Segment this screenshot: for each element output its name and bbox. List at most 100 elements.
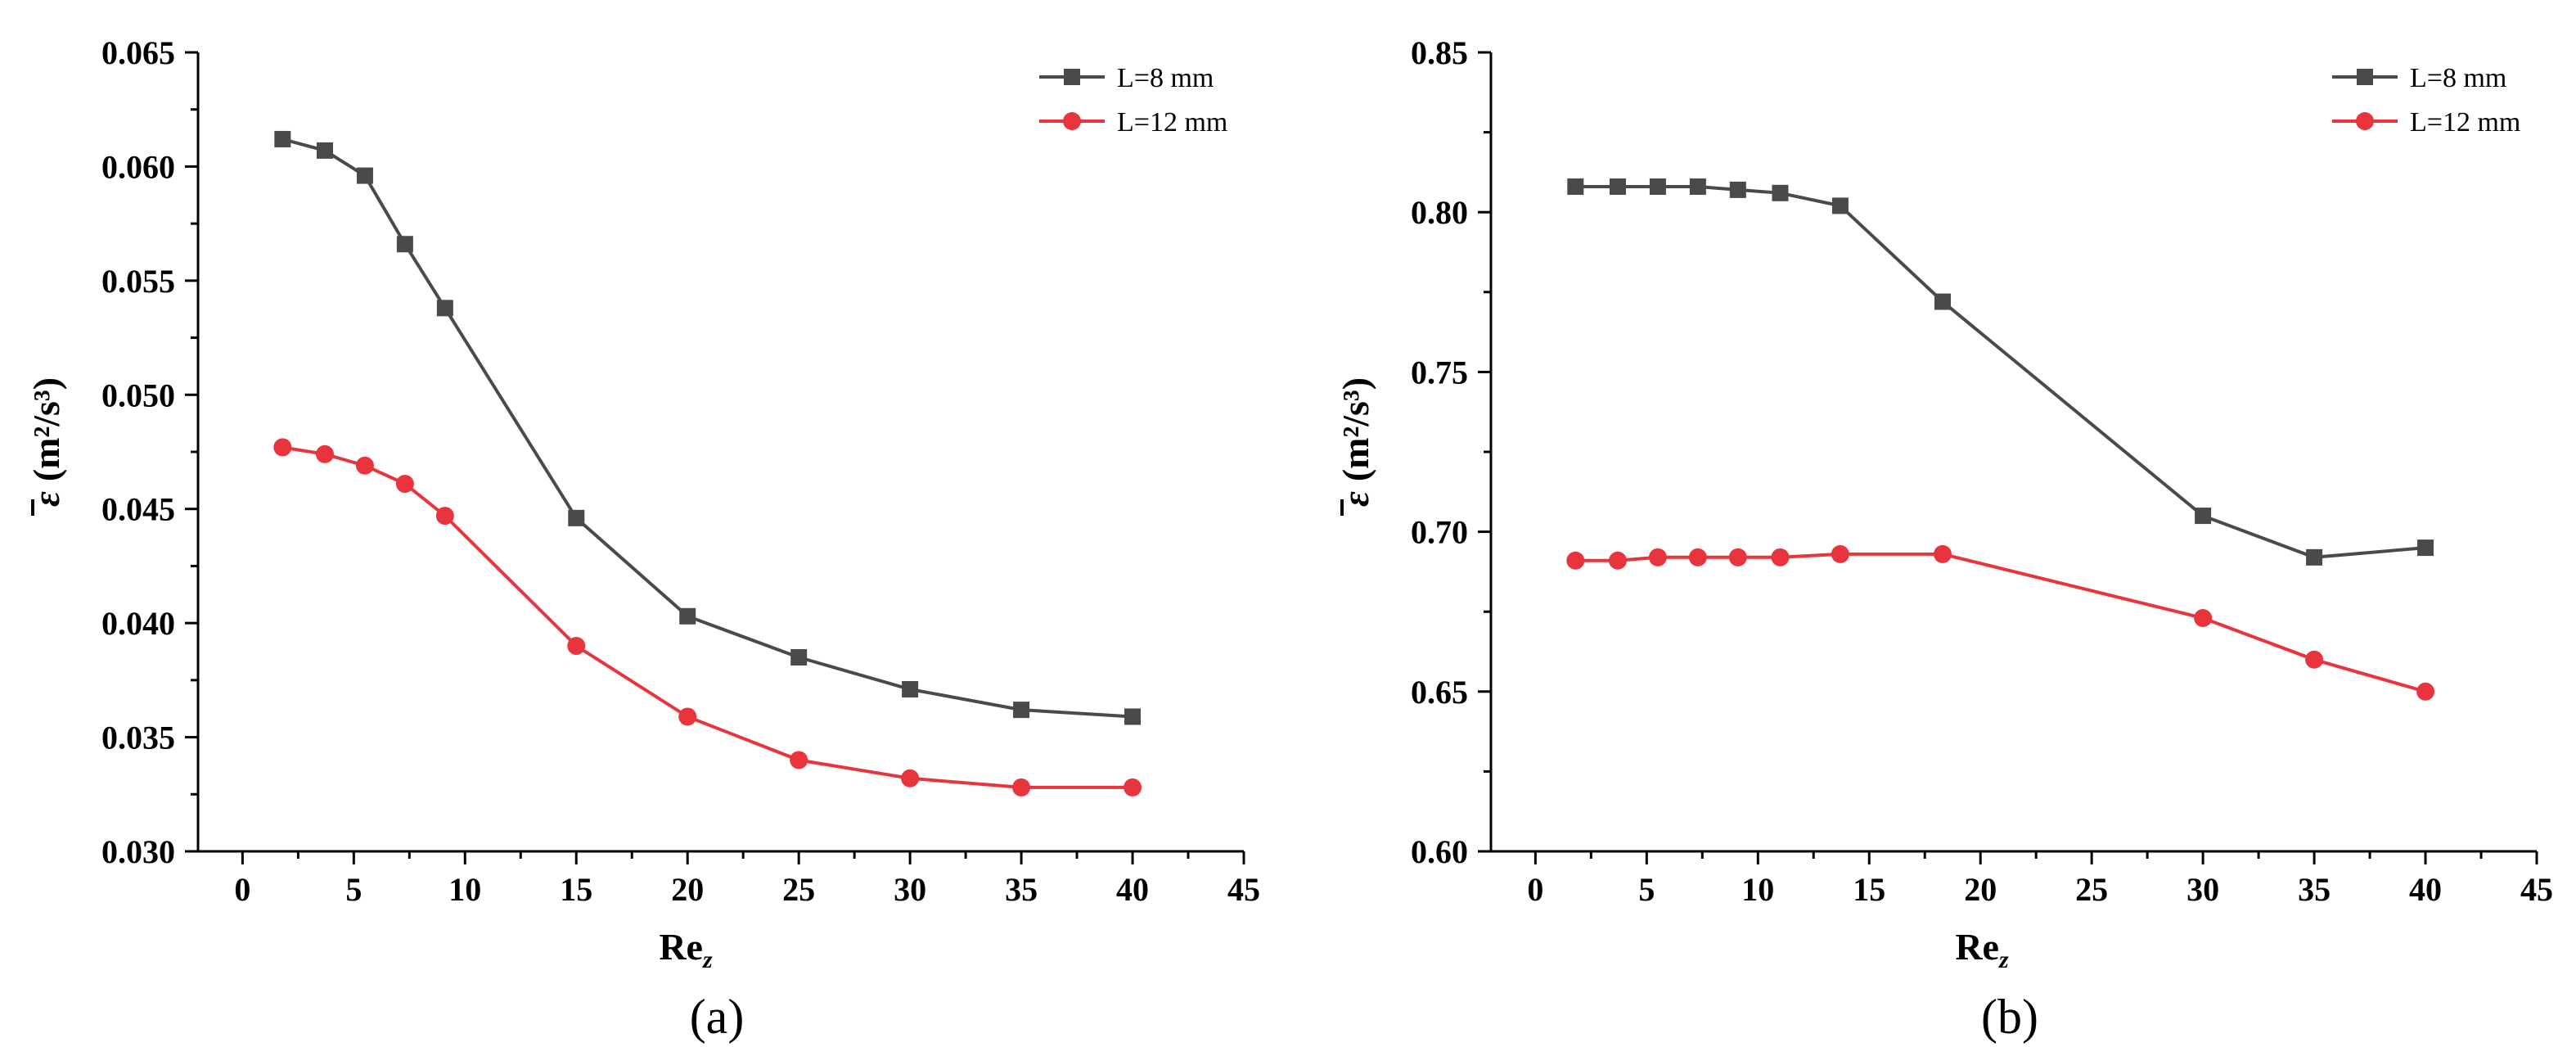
data-point-l8-b — [1934, 293, 1951, 310]
data-point-l8-a — [790, 648, 808, 666]
y-tick-label-b: 0.80 — [1411, 194, 1468, 231]
data-point-l8-b — [1649, 178, 1666, 195]
y-tick-label-a: 0.050 — [101, 377, 175, 413]
data-point-l12-b — [1933, 544, 1952, 563]
x-tick-label-a: 25 — [782, 871, 815, 908]
y-tick-label-b: 0.60 — [1411, 833, 1468, 870]
y-tick-label-a: 0.060 — [101, 148, 175, 185]
data-point-l12-b — [2305, 650, 2324, 669]
data-point-l12-b — [1771, 548, 1790, 566]
data-point-l12-a — [355, 456, 374, 475]
data-point-l8-b — [1831, 197, 1849, 214]
data-point-l12-b — [1688, 548, 1707, 566]
data-point-l8-b — [1609, 178, 1626, 195]
series-line-l12-a — [281, 445, 1133, 789]
data-point-l12-a — [678, 707, 697, 726]
data-point-l8-b — [1729, 181, 1746, 198]
data-point-l12-a — [1012, 778, 1031, 797]
series-line-l8-a — [281, 138, 1133, 719]
x-tick-label-a: 35 — [1005, 871, 1038, 908]
y-axis-label-b: ε(m²/s³) — [1335, 377, 1376, 507]
series-line-l12-b — [1575, 552, 2426, 693]
data-point-l8-a — [316, 142, 333, 159]
data-point-l12-a — [273, 438, 292, 457]
x-tick-label-b: 40 — [2409, 871, 2442, 908]
data-point-l12-a — [435, 507, 454, 526]
x-tick-label-b: 10 — [1741, 871, 1774, 908]
data-point-l8-a — [1124, 708, 1142, 725]
x-tick-label-a: 45 — [1227, 871, 1260, 908]
data-point-l12-b — [1566, 551, 1585, 570]
chart-panel-a: 0 5 10 15 20 25 30 35 40 45 0.030 0.035 0.040 0.045 0.… — [25, 34, 1260, 1044]
y-tick-label-a: 0.055 — [101, 263, 175, 300]
x-tick-label-a: 5 — [345, 871, 362, 908]
x-axis-label-b: Rez — [1955, 926, 2009, 973]
y-tick-label-a: 0.035 — [101, 720, 175, 756]
x-tick-label-a: 10 — [448, 871, 481, 908]
chart-panel-b: 0 5 10 15 20 25 30 35 40 45 0.60 0.65 0.70 0.75 0.80 0.… — [1335, 34, 2553, 1044]
y-tick-label-a: 0.045 — [101, 491, 175, 528]
data-point-l8-b — [2306, 548, 2323, 566]
legend-marker-l8-a — [1064, 69, 1080, 85]
panel-label-b: (b) — [1981, 990, 2038, 1044]
data-point-l12-b — [2416, 682, 2435, 701]
data-point-l12-a — [1124, 778, 1142, 797]
x-tick-label-a: 40 — [1116, 871, 1149, 908]
y-tick-label-b: 0.75 — [1411, 354, 1468, 390]
data-point-l8-b — [1567, 178, 1584, 195]
data-point-l8-a — [1013, 702, 1030, 719]
data-point-l8-a — [396, 236, 413, 253]
data-point-l8-b — [1689, 178, 1706, 195]
data-point-l8-b — [2417, 539, 2434, 557]
data-point-l12-b — [1648, 548, 1667, 566]
series-line-l8-b — [1575, 185, 2426, 559]
y-tick-label-a: 0.065 — [101, 34, 175, 71]
legend-label-l12-a: L=12 mm — [1117, 107, 1227, 138]
plot-area-a: 0 5 10 15 20 25 30 35 40 45 0.030 0.035 0.040 0.045 0.… — [101, 34, 1260, 908]
y-tick-label-a: 0.040 — [101, 605, 175, 642]
y-tick-label-b: 0.65 — [1411, 674, 1468, 711]
y-tick-label-a: 0.030 — [101, 833, 175, 870]
data-point-l12-a — [395, 475, 414, 494]
panel-label-a: (a) — [690, 990, 745, 1044]
data-point-l12-b — [2194, 609, 2213, 628]
plot-area-b: 0 5 10 15 20 25 30 35 40 45 0.60 0.65 0.70 0.75 0.80 0.… — [1411, 34, 2553, 908]
x-tick-label-b: 30 — [2186, 871, 2219, 908]
x-tick-label-a: 15 — [560, 871, 592, 908]
x-tick-label-b: 15 — [1853, 871, 1885, 908]
x-tick-label-b: 20 — [1964, 871, 1997, 908]
y-tick-label-b: 0.85 — [1411, 34, 1468, 71]
x-tick-label-a: 30 — [894, 871, 926, 908]
data-point-l8-a — [902, 681, 919, 698]
legend-label-l12-b: L=12 mm — [2410, 107, 2520, 138]
data-point-l8-b — [1772, 184, 1789, 201]
y-tick-label-b: 0.70 — [1411, 514, 1468, 551]
data-point-l12-a — [901, 769, 920, 788]
y-axis-label-a: ε(m²/s³) — [25, 377, 67, 507]
data-point-l8-a — [436, 300, 453, 317]
data-point-l12-a — [790, 751, 808, 769]
legend-label-l8-a: L=8 mm — [1117, 63, 1214, 93]
data-point-l8-a — [679, 607, 696, 625]
data-point-l8-a — [356, 167, 373, 184]
data-point-l12-b — [1608, 551, 1627, 570]
data-point-l12-a — [315, 445, 334, 463]
x-tick-label-b: 45 — [2520, 871, 2553, 908]
x-tick-label-a: 0 — [234, 871, 250, 908]
x-tick-label-a: 20 — [671, 871, 704, 908]
x-tick-label-b: 5 — [1638, 871, 1655, 908]
data-point-l12-b — [1831, 544, 1849, 563]
data-point-l8-a — [274, 130, 291, 147]
x-tick-label-b: 0 — [1527, 871, 1543, 908]
data-point-l8-a — [568, 509, 585, 526]
legend-marker-l12-a — [1063, 112, 1081, 130]
x-axis-label-a: Rez — [659, 926, 713, 973]
legend-label-l8-b: L=8 mm — [2410, 63, 2506, 93]
legend-marker-l8-b — [2357, 69, 2373, 85]
legend-marker-l12-b — [2356, 112, 2374, 130]
data-point-l12-b — [1728, 548, 1747, 566]
x-tick-label-b: 25 — [2075, 871, 2108, 908]
x-tick-label-b: 35 — [2298, 871, 2331, 908]
data-point-l12-a — [567, 637, 586, 656]
